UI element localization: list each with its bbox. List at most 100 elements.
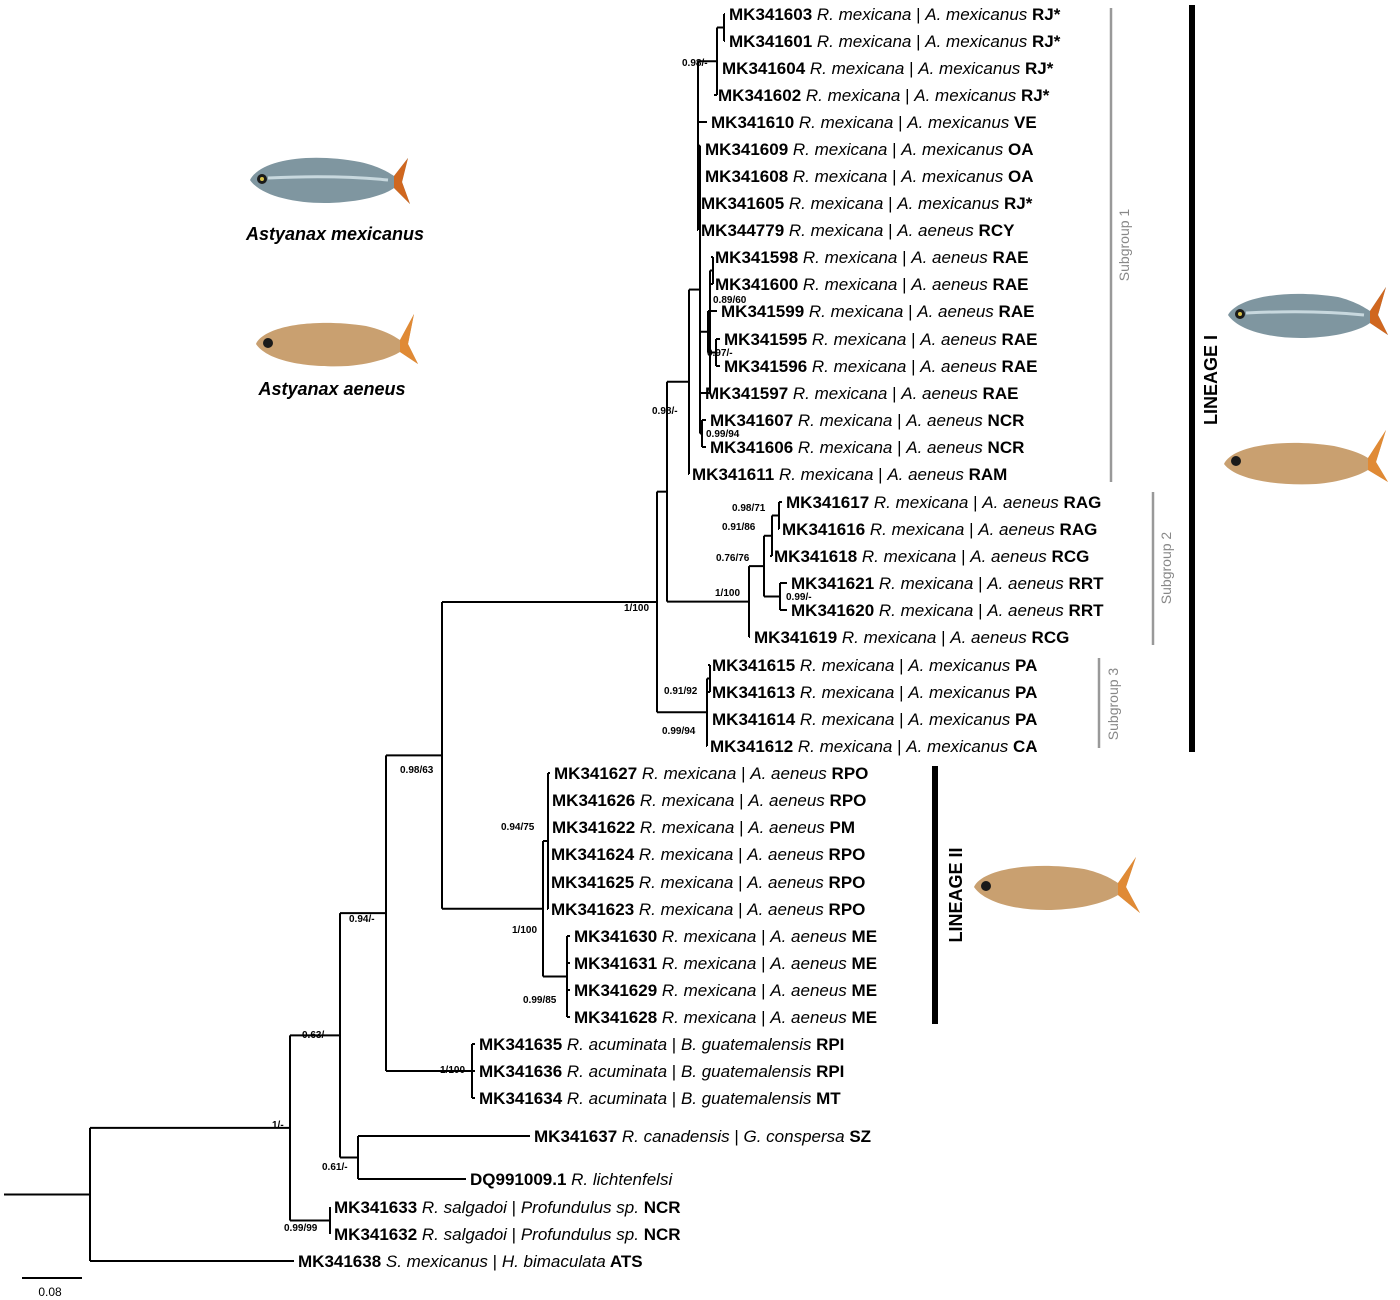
tip-label: MK341632 R. salgadoi | Profundulus sp. N…	[334, 1225, 681, 1244]
tip-locality: RAE	[988, 275, 1029, 294]
tip-host: A. mexicanus	[906, 113, 1010, 132]
tip-host: Profundulus sp.	[521, 1198, 639, 1217]
tip-parasite: R. mexicana	[803, 275, 897, 294]
node-support-label: 0.76/76	[716, 553, 750, 564]
tip-accession: MK341597	[705, 384, 793, 403]
tip-label: MK341623 R. mexicana | A. aeneus RPO	[551, 900, 865, 919]
node-support-label: 0.97/-	[707, 348, 733, 359]
tip-locality: RJ*	[1027, 5, 1060, 24]
tip-separator: |	[733, 845, 747, 864]
tip-locality: NCR	[983, 438, 1025, 457]
tip-separator: |	[903, 302, 917, 321]
tip-locality: NCR	[983, 411, 1025, 430]
tip-host: A. mexicanus	[913, 86, 1017, 105]
tip-host: A. aeneus	[886, 465, 964, 484]
tip-accession: MK341621	[791, 574, 879, 593]
tip-host: A. aeneus	[981, 493, 1059, 512]
tip-parasite: R. mexicana	[842, 628, 936, 647]
tip-locality: RJ*	[999, 194, 1032, 213]
tip-host: A. mexicanus	[900, 167, 1004, 186]
tip-parasite: R. mexicana	[662, 927, 756, 946]
tip-label: MK341615 R. mexicana | A. mexicanus PA	[712, 656, 1037, 675]
tip-label: MK341598 R. mexicana | A. aeneus RAE	[715, 248, 1028, 267]
tip-separator: |	[936, 628, 950, 647]
tip-separator: |	[956, 547, 970, 566]
node-support-label: 0.98/63	[400, 765, 434, 776]
tip-accession: MK341598	[715, 248, 803, 267]
tip-accession: MK341615	[712, 656, 800, 675]
tip-separator: |	[968, 493, 982, 512]
tip-label: MK341624 R. mexicana | A. aeneus RPO	[551, 845, 865, 864]
tip-separator: |	[756, 927, 770, 946]
tip-locality: RPO	[824, 900, 866, 919]
tip-locality: RJ*	[1016, 86, 1049, 105]
tip-accession: MK341612	[710, 737, 798, 756]
tip-parasite: R. mexicana	[639, 845, 733, 864]
node-support-label: 0.98/-	[682, 58, 708, 69]
tip-separator: |	[873, 465, 887, 484]
tip-parasite: R. canadensis	[622, 1127, 730, 1146]
tip-locality: NCR	[639, 1198, 681, 1217]
tip-locality: CA	[1008, 737, 1037, 756]
tip-parasite: R. mexicana	[798, 438, 892, 457]
node-support-label: 0.99/-	[786, 592, 812, 603]
tip-label: MK344779 R. mexicana | A. aeneus RCY	[701, 221, 1015, 240]
tip-locality: RAE	[997, 330, 1038, 349]
node-support-label: 0.94/-	[349, 914, 375, 925]
tip-parasite: R. mexicana	[639, 900, 733, 919]
tip-locality: RRT	[1064, 601, 1104, 620]
tip-host: A. aeneus	[769, 1008, 847, 1027]
tip-host: A. aeneus	[977, 520, 1055, 539]
tip-label: MK341621 R. mexicana | A. aeneus RRT	[791, 574, 1104, 593]
tip-locality: ME	[847, 1008, 877, 1027]
tip-label: MK341601 R. mexicana | A. mexicanus RJ*	[729, 32, 1061, 51]
tip-label: MK341612 R. mexicana | A. mexicanus CA	[710, 737, 1038, 756]
tip-separator: |	[756, 981, 770, 1000]
tip-parasite: R. mexicana	[879, 601, 973, 620]
tip-label: MK341606 R. mexicana | A. aeneus NCR	[710, 438, 1024, 457]
tip-accession: MK341609	[705, 140, 793, 159]
tip-label: MK341597 R. mexicana | A. aeneus RAE	[705, 384, 1018, 403]
tip-host: Profundulus sp.	[521, 1225, 639, 1244]
node-support-label: 1/100	[440, 1065, 465, 1076]
tip-host: A. aeneus	[746, 900, 824, 919]
tip-locality: RAE	[988, 248, 1029, 267]
tip-host: A. aeneus	[916, 302, 994, 321]
tip-host: A. aeneus	[749, 764, 827, 783]
tip-separator: |	[734, 791, 748, 810]
tip-label: MK341630 R. mexicana | A. aeneus ME	[574, 927, 877, 946]
tip-parasite: R. mexicana	[800, 710, 894, 729]
tip-host: A. mexicanus	[907, 656, 1011, 675]
tip-parasite: R. mexicana	[812, 330, 906, 349]
tip-label: MK341618 R. mexicana | A. aeneus RCG	[774, 547, 1089, 566]
tip-accession: MK341626	[552, 791, 640, 810]
tip-separator: |	[964, 520, 978, 539]
tip-separator: |	[667, 1035, 681, 1054]
tip-parasite: R. salgadoi	[422, 1225, 508, 1244]
tip-separator: |	[667, 1062, 681, 1081]
node-support-label: 1/-	[272, 1120, 284, 1131]
tip-locality: RAE	[994, 302, 1035, 321]
node-support-label: 0.99/94	[662, 726, 696, 737]
tip-accession: MK341632	[334, 1225, 422, 1244]
tip-host: A. mexicanus	[907, 710, 1011, 729]
tip-parasite: R. mexicana	[640, 818, 734, 837]
tip-accession: MK341623	[551, 900, 639, 919]
tip-accession: MK341616	[782, 520, 870, 539]
tip-accession: MK341618	[774, 547, 862, 566]
tip-separator: |	[900, 86, 914, 105]
tip-separator: |	[730, 1127, 744, 1146]
tip-accession: MK341629	[574, 981, 662, 1000]
tip-parasite: R. mexicana	[799, 113, 893, 132]
tip-separator: |	[733, 873, 747, 892]
tip-label: MK341627 R. mexicana | A. aeneus RPO	[554, 764, 868, 783]
tip-locality: RPO	[827, 764, 869, 783]
tip-accession: MK341601	[729, 32, 817, 51]
tip-locality: RPO	[825, 791, 867, 810]
tip-accession: MK341610	[711, 113, 799, 132]
tip-separator: |	[887, 167, 901, 186]
tip-separator: |	[892, 737, 906, 756]
tip-host: A. aeneus	[910, 248, 988, 267]
tip-parasite: R. mexicana	[879, 574, 973, 593]
fish-lineage-2-aeneus-illustration	[974, 857, 1140, 913]
